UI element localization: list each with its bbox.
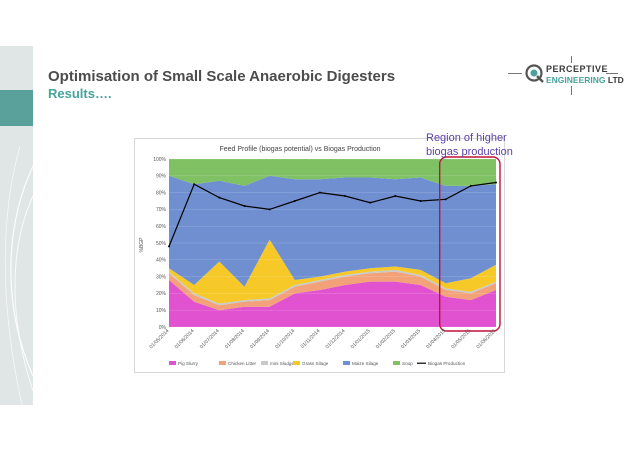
legend-swatch xyxy=(261,361,268,365)
x-tick-label: 01/08/2014 xyxy=(224,328,246,350)
company-logo: PERCEPTIVE ENGINEERING LTD xyxy=(506,56,624,96)
side-swoosh xyxy=(4,145,33,405)
x-tick-label: 01/04/2015 xyxy=(425,328,447,350)
legend-swatch xyxy=(293,361,300,365)
legend-label: mini Sludge xyxy=(270,361,294,366)
x-tick-label: 01/09/2014 xyxy=(249,328,271,350)
biogas-point xyxy=(394,194,397,197)
y-tick-label: 0% xyxy=(159,325,167,331)
q-gear-icon xyxy=(525,64,544,83)
biogas-point xyxy=(243,205,246,208)
y-tick-label: 30% xyxy=(156,274,167,280)
legend-label: Grass Silage xyxy=(302,361,329,366)
area-chicken-litter xyxy=(169,271,496,311)
highlight-region xyxy=(438,156,501,332)
chart-frame: Feed Profile (biogas potential) vs Bioga… xyxy=(134,138,505,373)
area-soup xyxy=(169,159,496,186)
chart-legend: Pig Slurry Chicken Litter mini Sludge Grass… xyxy=(169,361,466,366)
side-decoration xyxy=(0,46,33,405)
logo-name-line1: PERCEPTIVE xyxy=(546,64,609,74)
callout-line2: biogas production xyxy=(426,146,513,158)
biogas-point xyxy=(293,200,296,202)
legend-label: Maize Silage xyxy=(352,361,379,366)
feed-profile-chart: Feed Profile (biogas potential) vs Bioga… xyxy=(139,146,501,366)
logo-rule xyxy=(508,73,522,74)
logo-rule xyxy=(571,86,572,95)
y-tick-label: 40% xyxy=(156,258,167,264)
biogas-point xyxy=(444,198,447,201)
legend-swatch xyxy=(393,361,400,365)
x-tick-label: 01/11/2014 xyxy=(300,328,322,350)
page-title: Optimisation of Small Scale Anaerobic Di… xyxy=(48,68,396,85)
legend-swatch xyxy=(169,361,176,365)
y-tick-label: 90% xyxy=(156,174,167,180)
area-grass-silage xyxy=(169,239,496,304)
area-maize-silage xyxy=(169,175,496,287)
legend-label: Soup xyxy=(402,361,413,366)
highlight-callout: Region of higher biogas production xyxy=(426,131,513,159)
logo-rule xyxy=(571,56,572,63)
x-tick-label: 01/01/2015 xyxy=(350,328,372,350)
biogas-point xyxy=(344,194,347,197)
x-tick-label: 01/12/2014 xyxy=(325,328,347,350)
legend-swatch xyxy=(343,361,350,365)
biogas-point xyxy=(369,201,372,204)
x-tick-label: 01/07/2014 xyxy=(199,328,221,350)
biogas-point xyxy=(193,183,196,186)
y-tick-label: 70% xyxy=(156,207,167,213)
y-tick-label: 50% xyxy=(156,241,167,247)
y-axis: 0% 10% 20% 30% 40% 50% 60% 70% 80% 90% 100% xyxy=(153,157,166,331)
legend-label: Pig Slurry xyxy=(178,361,199,366)
logo-name-engineering: ENGINEERING xyxy=(546,75,606,85)
chart-title: Feed Profile (biogas potential) vs Bioga… xyxy=(219,146,380,153)
biogas-point xyxy=(268,208,271,211)
logo-name-line2: ENGINEERING LTD xyxy=(546,75,624,85)
legend-swatch xyxy=(219,361,226,365)
biogas-point xyxy=(168,245,170,248)
legend-label: Biogas Production xyxy=(428,361,466,366)
x-tick-label: 01/06/2014 xyxy=(174,328,196,350)
logo-rule xyxy=(606,73,618,74)
legend-label: Chicken Litter xyxy=(228,361,257,366)
x-tick-label: 01/05/2014 xyxy=(148,328,170,350)
logo-name-ltd: LTD xyxy=(607,75,624,85)
x-axis: 01/05/2014 01/06/2014 01/07/2014 01/08/2014… xyxy=(148,328,497,350)
y-tick-label: 10% xyxy=(156,308,167,314)
biogas-point xyxy=(469,184,472,187)
x-tick-label: 01/10/2014 xyxy=(274,328,296,350)
callout-line1: Region of higher xyxy=(426,132,507,144)
y-tick-label: 80% xyxy=(156,190,167,196)
biogas-point xyxy=(419,200,422,202)
y-tick-label: 20% xyxy=(156,291,167,297)
plot-area xyxy=(168,156,501,332)
biogas-point xyxy=(218,196,221,199)
page-subtitle: Results…. xyxy=(48,86,112,101)
line-biogas-production xyxy=(168,181,497,247)
biogas-point xyxy=(495,181,497,184)
chart-ylabel: %BGP xyxy=(139,237,145,253)
biogas-point xyxy=(318,191,321,194)
x-tick-label: 01/03/2015 xyxy=(400,328,422,350)
x-tick-label: 01/02/2015 xyxy=(375,328,397,350)
side-accent-block xyxy=(0,90,33,126)
y-tick-label: 100% xyxy=(153,157,166,163)
area-pig-slurry xyxy=(169,280,496,327)
y-tick-label: 60% xyxy=(156,224,167,230)
